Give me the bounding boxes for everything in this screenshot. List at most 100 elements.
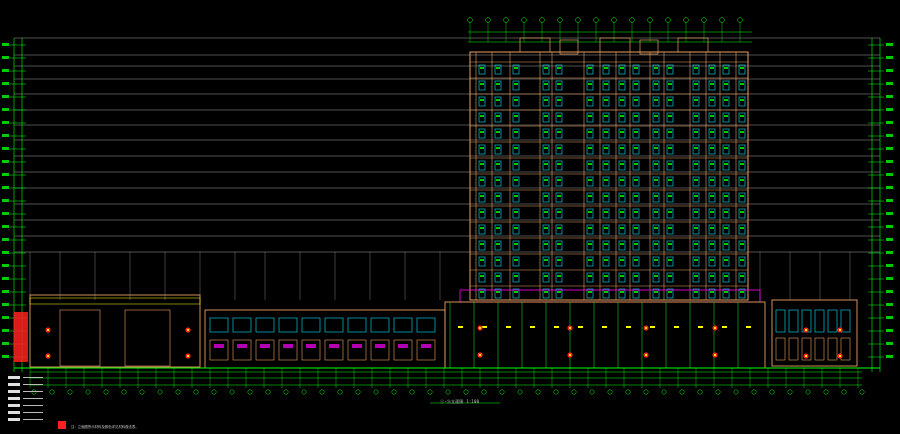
drawing-caption: ①-⑪立面图 1:100	[440, 399, 480, 404]
window-glazing	[620, 195, 624, 197]
legend-row	[8, 403, 52, 408]
tower-window	[692, 256, 700, 267]
tower-window	[708, 272, 716, 283]
material-tag-core	[46, 328, 50, 332]
tower-window	[652, 240, 660, 251]
window-glazing	[620, 179, 624, 181]
window-glazing	[668, 227, 672, 229]
window-glazing	[710, 83, 714, 85]
tower-window	[478, 80, 486, 91]
elevation-tag	[2, 238, 9, 241]
tower-window	[618, 96, 626, 107]
tower-window	[692, 176, 700, 187]
axis-bubble	[625, 389, 631, 395]
window-glazing	[480, 243, 484, 245]
window-glazing	[740, 195, 744, 197]
window-glazing	[724, 163, 728, 165]
window-glazing	[694, 131, 698, 133]
material-tag-core	[713, 326, 717, 330]
axis-bubble	[85, 389, 91, 395]
window-glazing	[544, 147, 548, 149]
tower-window	[602, 224, 610, 235]
retail-window	[416, 317, 436, 333]
elevation-tag	[886, 160, 893, 163]
window-glazing	[480, 115, 484, 117]
tower-window	[692, 144, 700, 155]
tower-window	[738, 112, 746, 123]
window-glazing	[710, 163, 714, 165]
tower-window	[722, 288, 730, 299]
tower-window	[708, 160, 716, 171]
shopfront	[347, 339, 367, 361]
shopfront	[370, 339, 390, 361]
tower-window	[494, 240, 502, 251]
shop-sign	[237, 344, 247, 348]
tower-window	[555, 192, 563, 203]
window-glazing	[710, 243, 714, 245]
window-glazing	[724, 243, 728, 245]
axis-bubble	[805, 389, 811, 395]
tower-window	[738, 208, 746, 219]
window-glazing	[654, 227, 658, 229]
material-tag-core	[644, 353, 648, 357]
tower-window	[738, 224, 746, 235]
tower-window	[586, 256, 594, 267]
axis-bubble	[355, 389, 361, 395]
tower-window	[632, 176, 640, 187]
tower-window	[666, 208, 674, 219]
window-glazing	[634, 131, 638, 133]
window-glazing	[654, 211, 658, 213]
tower-window	[708, 256, 716, 267]
tower-window	[666, 64, 674, 75]
window-glazing	[740, 227, 744, 229]
window-glazing	[496, 99, 500, 101]
tower-window	[738, 128, 746, 139]
window-glazing	[654, 195, 658, 197]
window-glazing	[496, 83, 500, 85]
window-glazing	[588, 275, 592, 277]
window-glazing	[654, 243, 658, 245]
window-glazing	[544, 99, 548, 101]
window-glazing	[557, 211, 561, 213]
material-tag-core	[804, 354, 808, 358]
tower-window	[722, 96, 730, 107]
axis-bubble	[683, 17, 689, 23]
tower-window	[542, 128, 550, 139]
window-glazing	[694, 291, 698, 293]
window-glazing	[557, 259, 561, 261]
retail-window	[393, 317, 413, 333]
shop-sign	[283, 344, 293, 348]
material-tag-core	[838, 328, 842, 332]
window-glazing	[710, 227, 714, 229]
window-glazing	[544, 67, 548, 69]
tower-window	[478, 208, 486, 219]
window-glazing	[634, 179, 638, 181]
axis-bubble	[611, 17, 617, 23]
axis-bubble	[265, 389, 271, 395]
tower-window	[555, 240, 563, 251]
window-glazing	[557, 243, 561, 245]
tower-window	[555, 288, 563, 299]
roof-parapet	[559, 39, 579, 55]
window-glazing	[634, 67, 638, 69]
tower-window	[542, 160, 550, 171]
elevation-tag	[2, 251, 9, 254]
tower-window	[512, 240, 520, 251]
window-glazing	[654, 179, 658, 181]
axis-bubble	[661, 389, 667, 395]
axis-bubble	[823, 389, 829, 395]
tower-window	[602, 176, 610, 187]
axis-bubble	[557, 17, 563, 23]
window-glazing	[588, 195, 592, 197]
window-glazing	[710, 99, 714, 101]
window-glazing	[514, 243, 518, 245]
window-glazing	[620, 67, 624, 69]
tower-window	[586, 128, 594, 139]
window-glazing	[604, 67, 608, 69]
window-glazing	[604, 211, 608, 213]
window-glazing	[480, 99, 484, 101]
tower-window	[652, 208, 660, 219]
window-glazing	[654, 291, 658, 293]
elevation-tag	[886, 95, 893, 98]
high-rise-tower-elevation	[459, 37, 761, 303]
